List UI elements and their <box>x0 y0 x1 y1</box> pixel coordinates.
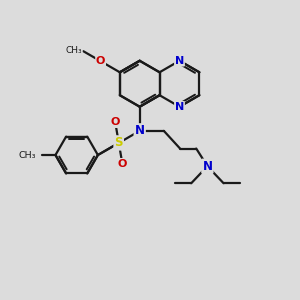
Text: O: O <box>111 117 120 127</box>
Text: O: O <box>118 158 127 169</box>
Text: CH₃: CH₃ <box>65 46 82 55</box>
Text: N: N <box>175 56 184 66</box>
Text: S: S <box>115 136 123 149</box>
Text: N: N <box>175 102 184 112</box>
Text: O: O <box>111 117 120 127</box>
Text: N: N <box>202 160 212 173</box>
Text: N: N <box>202 160 212 173</box>
Text: S: S <box>115 136 123 149</box>
Text: N: N <box>175 102 184 112</box>
Text: CH₃: CH₃ <box>19 151 36 160</box>
Text: O: O <box>118 158 127 169</box>
Text: O: O <box>96 56 105 66</box>
Text: CH₃: CH₃ <box>65 46 82 55</box>
Text: N: N <box>135 124 145 137</box>
Text: N: N <box>175 56 184 66</box>
Text: N: N <box>135 124 145 137</box>
Text: O: O <box>96 56 105 66</box>
